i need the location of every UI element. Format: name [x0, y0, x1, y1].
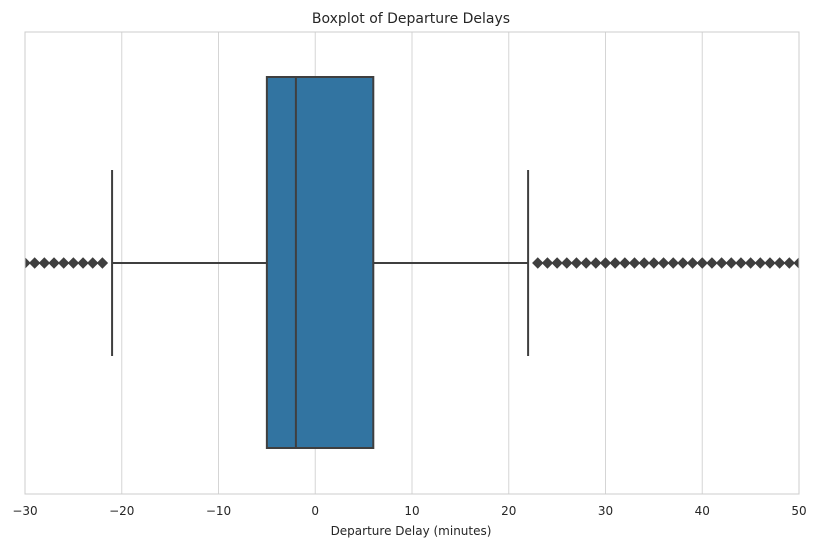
x-tick-labels: −30 −20 −10 0 10 20 30 40 50	[12, 504, 806, 518]
outlier-point	[96, 257, 109, 269]
outlier-point	[648, 257, 660, 269]
outlier-point	[590, 257, 602, 269]
outlier-point	[706, 257, 718, 269]
outlier-point	[599, 257, 612, 269]
x-tick-label: 20	[501, 504, 516, 518]
chart-title: Boxplot of Departure Delays	[312, 11, 510, 27]
outlier-point	[561, 257, 573, 269]
x-tick-label: 10	[404, 504, 419, 518]
outlier-point	[783, 257, 796, 269]
outlier-point	[715, 257, 728, 269]
outlier-point	[725, 257, 737, 269]
x-tick-label: −10	[206, 504, 231, 518]
outlier-point	[657, 257, 670, 269]
x-tick-label: −30	[12, 504, 37, 518]
plot-frame	[24, 31, 800, 495]
outlier-point	[754, 257, 767, 269]
outlier-point	[628, 257, 641, 269]
outlier-point	[735, 257, 747, 269]
iqr-box	[265, 76, 375, 449]
outlier-point	[764, 257, 776, 269]
x-tick-label: 50	[791, 504, 806, 518]
outlier-point	[696, 257, 708, 269]
x-tick-label: −20	[109, 504, 134, 518]
outlier-point	[87, 257, 99, 269]
x-tick-label: 30	[598, 504, 613, 518]
outlier-point	[48, 257, 60, 269]
outlier-point	[609, 257, 621, 269]
outlier-point	[532, 257, 544, 269]
outlier-point	[677, 257, 689, 269]
outlier-point	[551, 257, 563, 269]
outlier-point	[773, 257, 786, 269]
x-axis-label: Departure Delay (minutes)	[331, 524, 492, 538]
outlier-point	[619, 257, 631, 269]
x-tick-label: 40	[695, 504, 710, 518]
outlier-point	[25, 257, 31, 269]
outlier-point	[28, 257, 41, 269]
outlier-points	[25, 257, 799, 269]
outlier-point	[38, 257, 51, 269]
outlier-point	[638, 257, 650, 269]
outlier-point	[580, 257, 592, 269]
x-tick-label: 0	[311, 504, 319, 518]
outlier-point	[570, 257, 583, 269]
boxplot	[25, 76, 799, 449]
outlier-point	[77, 257, 89, 269]
outlier-point	[67, 257, 80, 269]
outlier-point	[744, 257, 757, 269]
outlier-point	[57, 257, 70, 269]
outlier-point	[541, 257, 554, 269]
outlier-point	[793, 257, 799, 269]
outlier-point	[686, 257, 699, 269]
outlier-point	[667, 257, 679, 269]
